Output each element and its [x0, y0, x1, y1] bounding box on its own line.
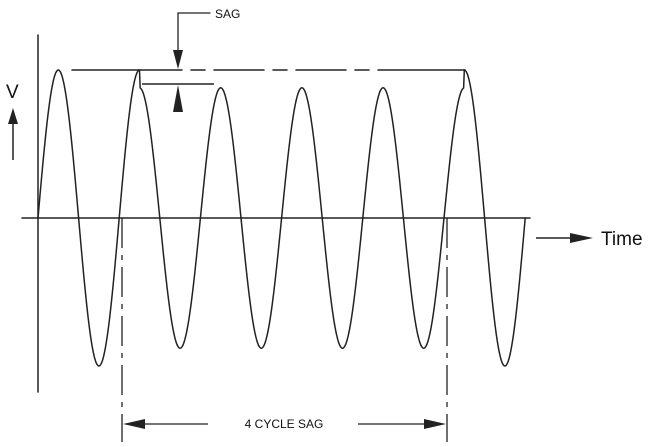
duration-arrow-left	[123, 419, 145, 429]
sag-label: SAG	[215, 7, 240, 21]
sag-leader	[177, 12, 211, 51]
y-axis-label: V	[6, 82, 19, 103]
y-arrow-head	[8, 108, 18, 124]
sag-arrow-down	[173, 50, 183, 69]
x-axis-label: Time	[601, 229, 643, 250]
x-arrow-head	[570, 233, 593, 243]
sag-arrow-up	[173, 85, 183, 112]
duration-arrow-right	[424, 419, 446, 429]
duration-label: 4 CYCLE SAG	[245, 417, 324, 431]
voltage-waveform	[37, 69, 526, 367]
